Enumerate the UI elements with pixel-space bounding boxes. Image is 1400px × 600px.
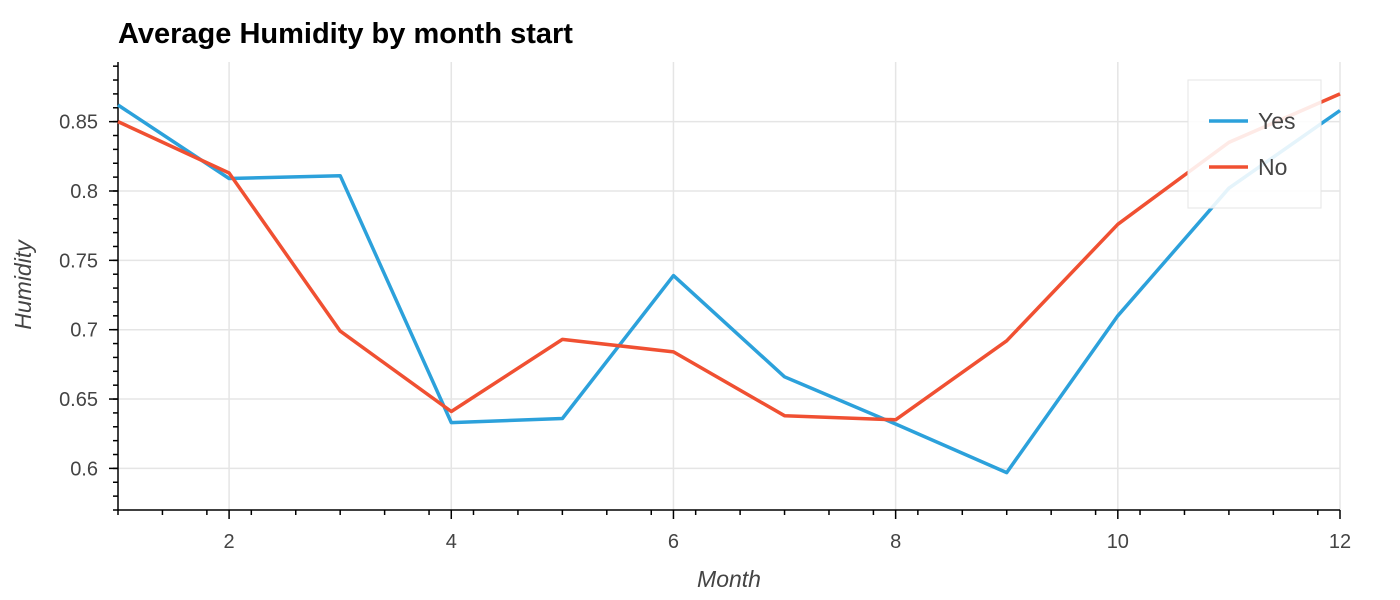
y-tick-label: 0.7: [70, 320, 98, 342]
series-lines: [117, 92, 1342, 475]
x-tick-label: 6: [668, 531, 679, 553]
y-tick-label: 0.65: [59, 389, 98, 411]
x-tick-label: 10: [1107, 531, 1129, 553]
x-tick-label: 12: [1329, 531, 1351, 553]
x-tick-label: 8: [890, 531, 901, 553]
chart-title: Average Humidity by month start: [118, 18, 573, 50]
x-tick-label: 2: [224, 531, 235, 553]
x-axis-label: Month: [697, 566, 761, 592]
legend-box: [1187, 79, 1322, 209]
y-tick-label: 0.8: [70, 181, 98, 203]
y-tick-label: 0.75: [59, 250, 98, 272]
series-line-yes: [117, 103, 1342, 475]
legend-label-yes: Yes: [1258, 108, 1296, 134]
legend: Yes No: [1187, 79, 1322, 209]
series-line-no: [117, 92, 1341, 422]
legend-label-no: No: [1258, 154, 1287, 180]
y-axis-label: Humidity: [10, 239, 36, 330]
axes: 2 4 6 8 10 12 0.6 0.65 0.7 0.75 0.8 0.85: [59, 62, 1351, 553]
grid: [118, 62, 1341, 510]
x-tick-label: 4: [446, 531, 457, 553]
y-tick-label: 0.6: [70, 458, 98, 480]
y-tick-label: 0.85: [59, 112, 98, 134]
